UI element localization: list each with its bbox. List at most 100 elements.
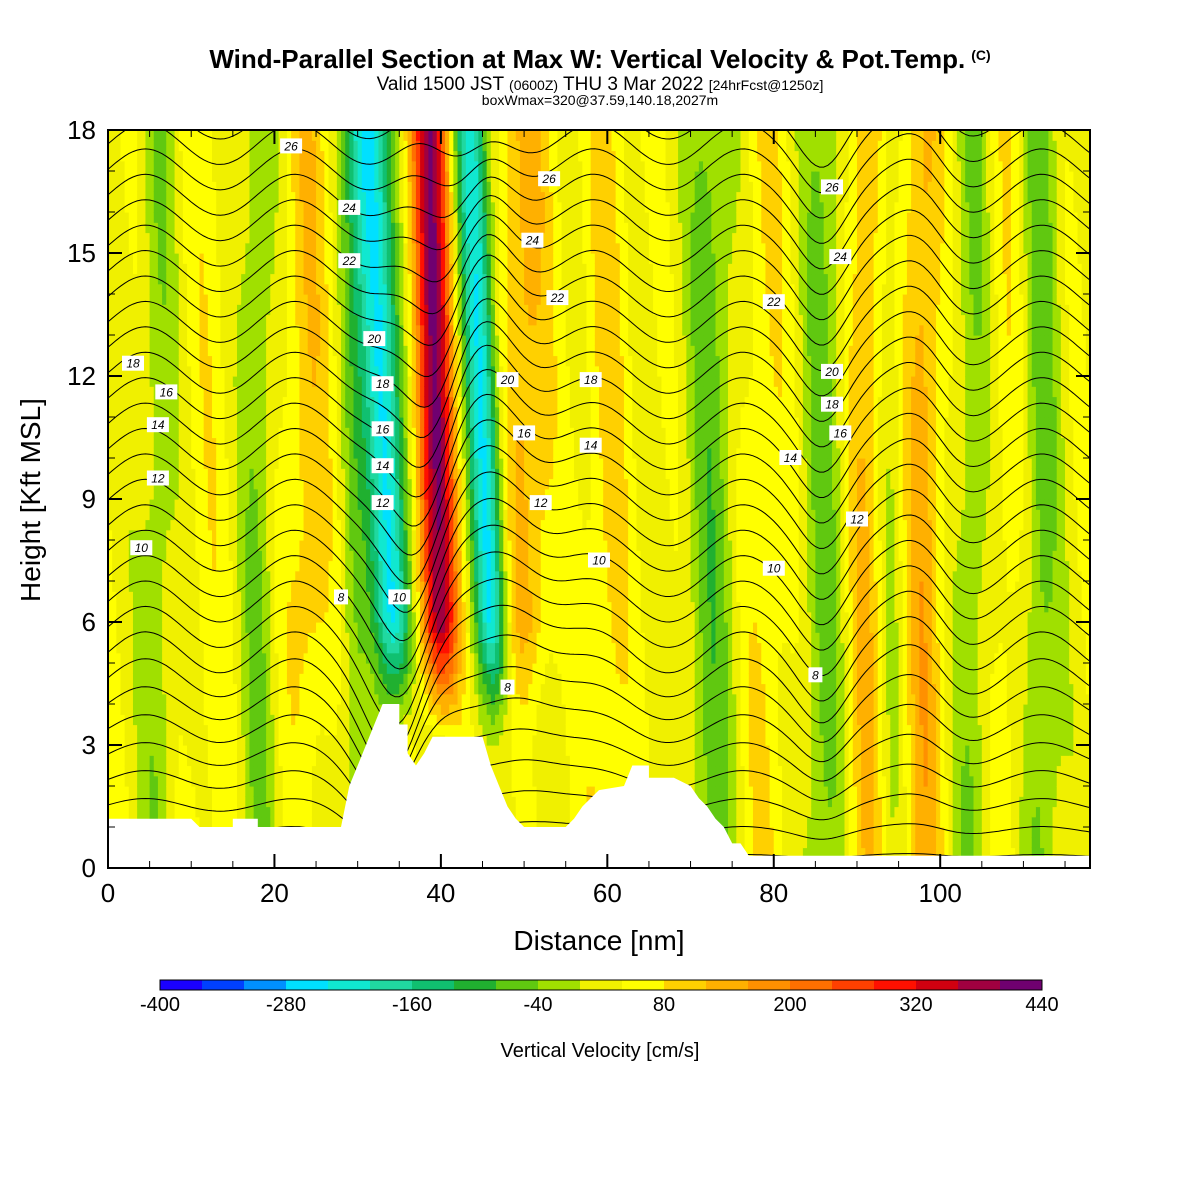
field-cell <box>278 673 284 685</box>
field-cell <box>382 673 388 685</box>
field-cell <box>112 478 117 490</box>
field-cell <box>182 222 188 234</box>
field-cell <box>316 591 321 603</box>
field-cell <box>195 427 201 439</box>
field-cell <box>228 663 234 674</box>
field-cell <box>153 488 159 500</box>
field-cell <box>199 191 205 203</box>
field-cell <box>274 406 280 418</box>
field-cell <box>324 734 330 746</box>
field-cell <box>228 611 234 623</box>
field-cell <box>349 304 355 316</box>
field-cell <box>336 642 342 654</box>
field-cell <box>365 632 371 644</box>
field-cell <box>365 294 371 305</box>
field-cell <box>307 181 313 193</box>
field-cell <box>137 663 142 674</box>
field-cell <box>286 171 292 182</box>
field-cell <box>253 663 259 674</box>
field-cell <box>253 253 259 264</box>
field-cell <box>149 294 155 305</box>
field-cell <box>286 478 292 490</box>
field-cell <box>341 263 346 275</box>
field-cell <box>245 201 251 213</box>
field-cell <box>116 191 122 203</box>
field-cell <box>232 345 238 357</box>
field-cell <box>253 324 259 336</box>
field-cell <box>278 468 284 480</box>
field-cell <box>216 622 221 633</box>
field-cell <box>178 437 184 449</box>
field-cell <box>224 201 230 213</box>
field-cell <box>353 642 359 654</box>
field-cell <box>390 406 396 418</box>
field-cell <box>178 581 184 592</box>
field-cell <box>124 406 130 418</box>
field-cell <box>336 683 342 695</box>
field-cell <box>374 294 380 305</box>
field-cell <box>349 642 355 654</box>
field-cell <box>270 775 276 787</box>
field-cell <box>199 755 205 767</box>
field-cell <box>199 181 205 193</box>
field-cell <box>224 540 230 551</box>
field-cell <box>349 560 355 572</box>
field-cell <box>162 499 167 510</box>
field-cell <box>199 283 205 295</box>
field-cell <box>249 724 255 736</box>
field-cell <box>361 386 367 398</box>
field-cell <box>278 560 284 572</box>
field-cell <box>228 396 234 408</box>
field-cell <box>145 591 151 603</box>
field-cell <box>199 447 205 459</box>
field-cell <box>307 283 313 295</box>
field-cell <box>353 509 359 521</box>
field-cell <box>336 171 342 182</box>
field-cell <box>320 191 325 203</box>
field-cell <box>332 663 338 674</box>
field-cell <box>386 478 392 490</box>
field-cell <box>278 581 284 592</box>
field-cell <box>361 355 367 367</box>
field-cell <box>137 734 142 746</box>
field-cell <box>341 191 346 203</box>
field-cell <box>128 796 134 808</box>
field-cell <box>311 191 317 203</box>
field-cell <box>191 242 196 254</box>
field-cell <box>307 294 313 305</box>
field-cell <box>120 345 126 357</box>
field-cell <box>170 376 176 387</box>
field-cell <box>336 283 342 295</box>
field-cell <box>228 560 234 572</box>
field-cell <box>191 222 196 234</box>
field-cell <box>128 130 134 141</box>
field-cell <box>353 273 359 285</box>
field-cell <box>128 591 134 603</box>
field-cell <box>324 396 330 408</box>
field-cell <box>311 540 317 551</box>
field-cell <box>241 191 246 203</box>
field-cell <box>203 458 209 469</box>
field-cell <box>153 704 159 715</box>
field-cell <box>295 396 301 408</box>
field-cell <box>311 396 317 408</box>
field-cell <box>274 365 280 377</box>
field-cell <box>157 601 163 613</box>
field-cell <box>324 570 330 582</box>
field-cell <box>132 283 138 295</box>
field-cell <box>191 468 196 480</box>
field-cell <box>224 253 230 264</box>
field-cell <box>199 171 205 182</box>
field-cell <box>145 529 151 541</box>
field-cell <box>303 765 309 777</box>
field-cell <box>295 283 301 295</box>
field-cell <box>245 499 251 510</box>
field-cell <box>345 212 350 223</box>
field-cell <box>108 591 113 603</box>
field-cell <box>187 611 192 623</box>
field-cell <box>282 519 288 531</box>
field-cell <box>199 622 205 633</box>
field-cell <box>191 529 196 541</box>
field-cell <box>378 509 384 521</box>
field-cell <box>349 601 355 613</box>
